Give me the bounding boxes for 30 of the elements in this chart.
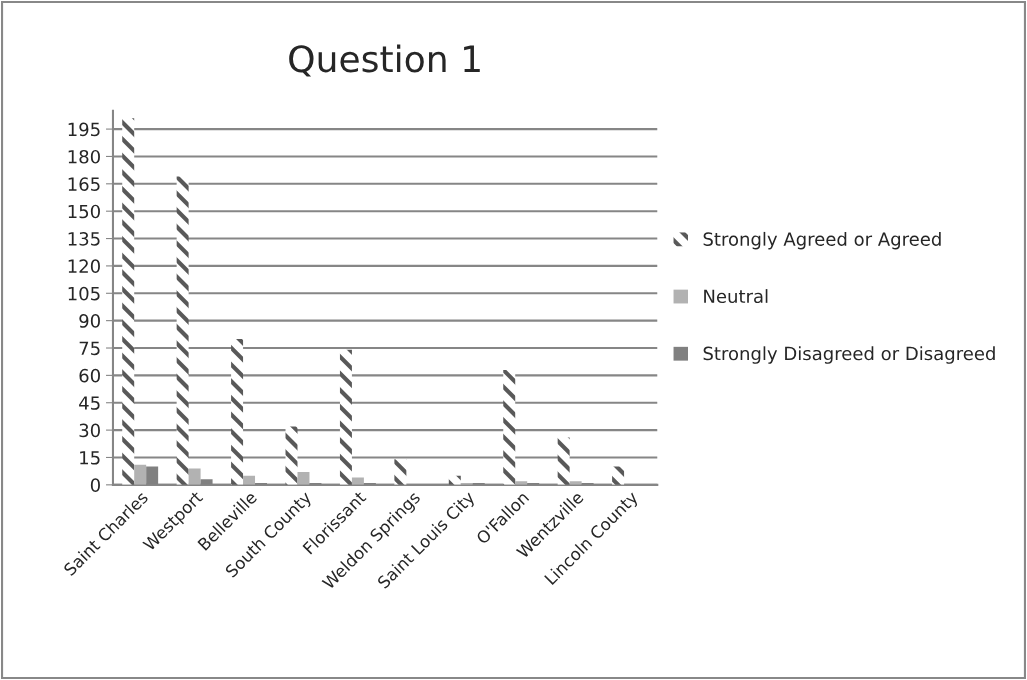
y-tick-label: 45 bbox=[79, 396, 100, 410]
y-tick-label: 135 bbox=[68, 232, 100, 246]
bar bbox=[503, 369, 516, 485]
bar bbox=[612, 466, 625, 485]
chart-title: Question 1 bbox=[289, 44, 480, 77]
y-tick-label: 90 bbox=[79, 314, 100, 328]
y-tick-label: 75 bbox=[79, 341, 100, 356]
bar bbox=[122, 118, 135, 485]
bar bbox=[557, 437, 570, 485]
y-tick-label: 165 bbox=[68, 177, 100, 191]
bar bbox=[285, 426, 298, 485]
bar bbox=[134, 464, 147, 485]
y-tick-label: 15 bbox=[80, 451, 100, 465]
y-tick-label: 105 bbox=[68, 286, 100, 301]
y-tick-label: 30 bbox=[79, 423, 100, 438]
legend-label: Strongly Agreed or Agreed bbox=[703, 231, 941, 250]
bar bbox=[339, 349, 352, 485]
y-tick-label: 180 bbox=[68, 149, 100, 164]
legend-label: Neutral bbox=[704, 289, 768, 304]
y-tick-label: 60 bbox=[79, 368, 100, 383]
legend-label: Strongly Disagreed or Disagreed bbox=[703, 346, 995, 364]
y-tick-label: 120 bbox=[68, 259, 100, 274]
bar bbox=[297, 472, 310, 485]
bar bbox=[231, 338, 244, 485]
y-tick-label: 150 bbox=[68, 204, 100, 219]
bar bbox=[394, 459, 407, 485]
y-tick-label: 195 bbox=[68, 122, 100, 137]
bar bbox=[176, 176, 189, 485]
bar bbox=[188, 468, 201, 485]
y-tick-label: 0 bbox=[90, 478, 100, 492]
